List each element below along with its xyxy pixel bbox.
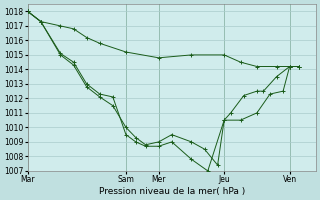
X-axis label: Pression niveau de la mer( hPa ): Pression niveau de la mer( hPa ) (99, 187, 245, 196)
